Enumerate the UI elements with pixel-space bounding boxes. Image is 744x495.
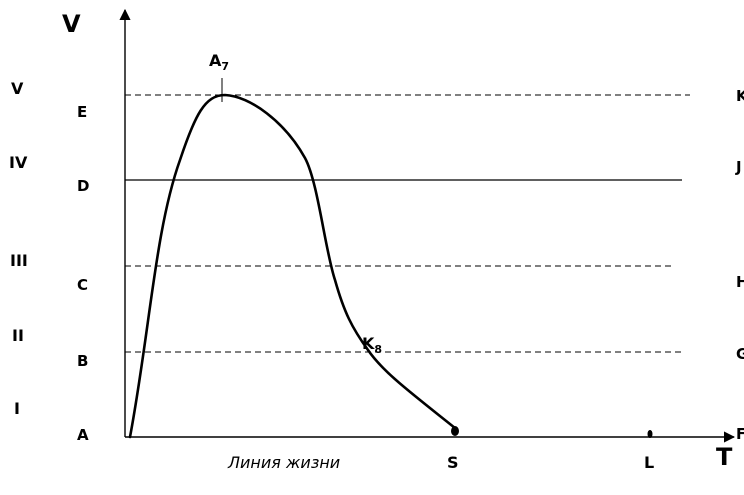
- roman-level-1: I: [14, 399, 20, 418]
- left-level-b: B: [77, 352, 88, 370]
- decline-label-main: K: [362, 334, 375, 353]
- y-axis-label: V: [62, 10, 81, 38]
- left-level-a: A: [77, 426, 89, 444]
- decline-label-sub: 8: [374, 343, 382, 356]
- right-level-g: G: [736, 345, 744, 363]
- life-curve: [128, 93, 457, 439]
- left-level-c: C: [77, 276, 88, 294]
- roman-level-2: II: [12, 326, 24, 345]
- decline-label: K8: [362, 334, 382, 356]
- right-level-h: H: [736, 273, 744, 291]
- roman-level-5: V: [11, 79, 24, 98]
- marker-l-dot: [647, 430, 653, 438]
- left-level-d: D: [77, 177, 89, 195]
- peak-label-sub: 7: [221, 60, 229, 73]
- peak-label: A7: [209, 51, 229, 73]
- right-level-j: J: [735, 158, 742, 176]
- x-axis-caption: Линия жизни: [227, 453, 340, 472]
- x-marker-s: S: [447, 453, 459, 472]
- right-level-k: K: [736, 87, 744, 105]
- roman-level-4: IV: [9, 153, 28, 172]
- peak-label-main: A: [209, 51, 222, 70]
- roman-level-3: III: [10, 251, 28, 270]
- marker-s-dot: [451, 426, 459, 436]
- left-level-e: E: [77, 103, 87, 121]
- x-axis-label: T: [716, 443, 733, 471]
- x-marker-l: L: [644, 453, 654, 472]
- right-level-f: F: [736, 425, 744, 443]
